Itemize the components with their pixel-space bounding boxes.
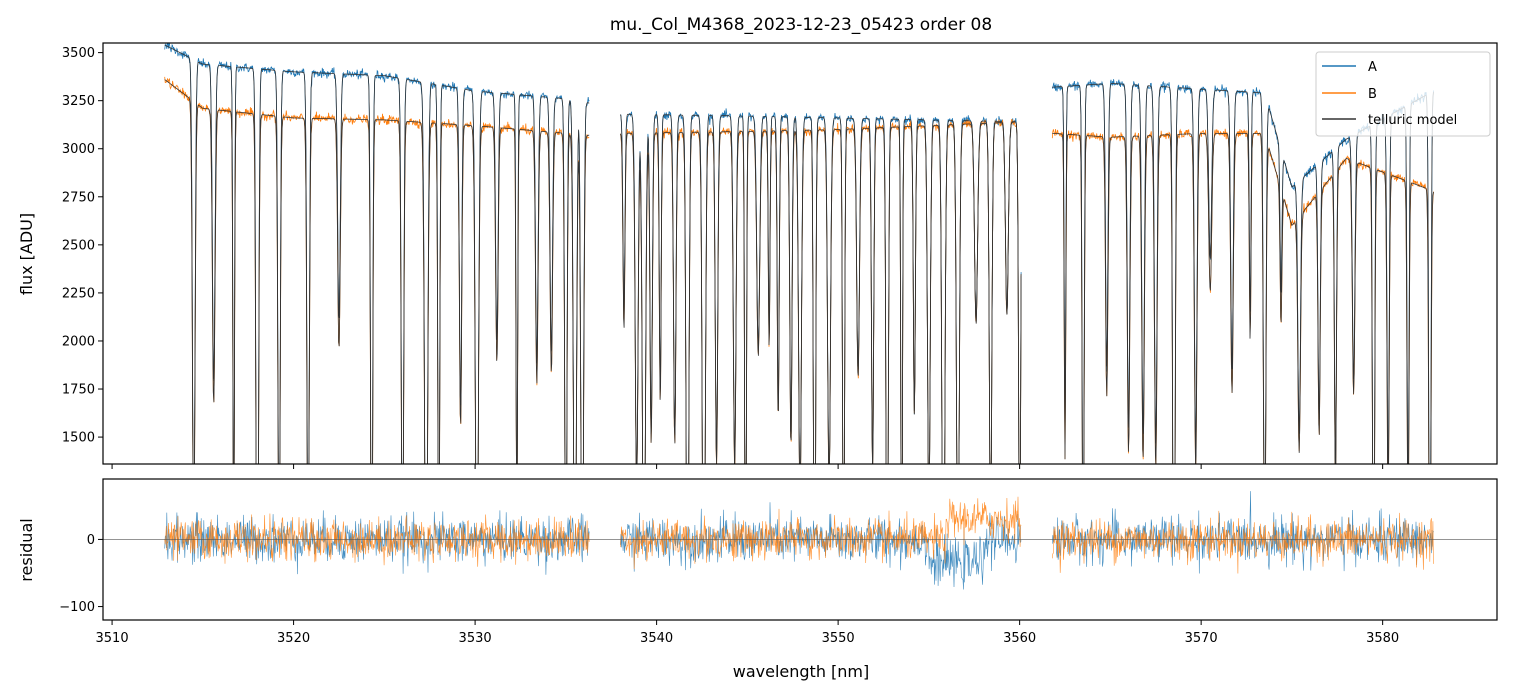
y-tick-label: 2750 <box>62 190 95 205</box>
legend: A B telluric model <box>1315 51 1491 137</box>
y-tick-label: 3250 <box>62 94 95 109</box>
y-tick-label: 2250 <box>62 286 95 301</box>
y-tick-label: 3500 <box>62 46 95 61</box>
legend-label-telluric: telluric model <box>1368 113 1457 128</box>
y-tick-label: 0 <box>87 533 95 548</box>
flux-y-label: flux [ADU] <box>17 213 36 295</box>
x-tick-label: 3510 <box>96 631 129 646</box>
residual-x-ticks: 3510 3520 3530 3540 3550 3560 3570 3580 <box>96 620 1399 646</box>
residual-y-label: residual <box>17 518 36 581</box>
y-tick-label: 1500 <box>62 431 95 446</box>
x-tick-label: 3560 <box>1003 631 1036 646</box>
x-tick-label: 3520 <box>277 631 310 646</box>
telluric-model-b-line <box>164 79 1434 464</box>
residual-plot-area <box>103 491 1497 590</box>
legend-label-b: B <box>1368 87 1377 102</box>
x-tick-label: 3540 <box>640 631 673 646</box>
legend-box <box>1315 51 1491 137</box>
y-tick-label: 3000 <box>62 142 95 157</box>
residual-axes-frame <box>102 478 1498 621</box>
legend-label-a: A <box>1368 60 1377 75</box>
residual-y-ticks: −100 0 <box>59 533 103 615</box>
flux-panel: 1500 1750 2000 2250 2500 2750 3000 3250 3500 flu… <box>17 42 1498 469</box>
x-tick-label: 3530 <box>459 631 492 646</box>
x-tick-label: 3570 <box>1185 631 1218 646</box>
x-tick-label: 3580 <box>1366 631 1399 646</box>
y-tick-label: 1750 <box>62 383 95 398</box>
flux-y-ticks: 1500 1750 2000 2250 2500 2750 3000 3250 3500 <box>62 46 103 446</box>
residual-panel: −100 0 3510 3520 3530 3540 3550 3560 3570 3580 r… <box>17 478 1498 681</box>
x-tick-label: 3550 <box>822 631 855 646</box>
y-tick-label: 2500 <box>62 238 95 253</box>
y-tick-label: −100 <box>59 600 95 615</box>
flux-x-ticks <box>111 464 1384 469</box>
flux-axes-frame <box>102 42 1498 465</box>
flux-plot-area <box>164 43 1434 464</box>
chart-title: mu._Col_M4368_2023-12-23_05423 order 08 <box>610 15 992 35</box>
x-axis-label: wavelength [nm] <box>733 662 870 681</box>
y-tick-label: 2000 <box>62 334 95 349</box>
